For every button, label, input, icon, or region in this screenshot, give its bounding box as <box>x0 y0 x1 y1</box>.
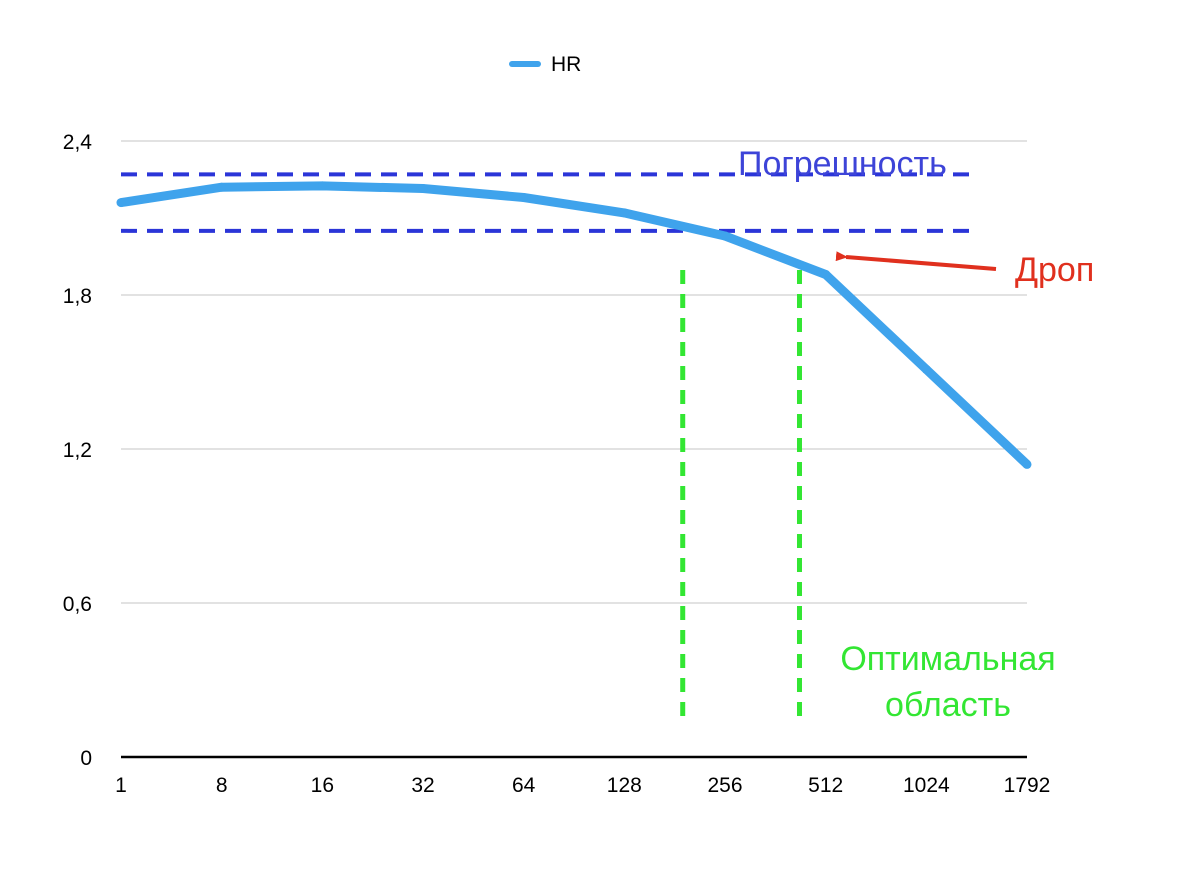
data-point-hr <box>619 208 629 218</box>
x-tick-label: 256 <box>707 774 742 797</box>
x-tick-label: 8 <box>216 774 228 797</box>
data-point-hr <box>821 269 831 279</box>
data-point-hr <box>1022 459 1032 469</box>
y-tick-label: 2,4 <box>63 131 93 154</box>
data-point-hr <box>921 364 931 374</box>
y-tick-label: 0 <box>80 747 92 770</box>
y-axis-ticks: 0 0,6 1,2 1,8 2,4 <box>63 131 93 770</box>
data-point-hr <box>317 181 327 191</box>
x-tick-label: 1792 <box>1004 774 1051 797</box>
series-line-hr <box>120 181 1031 468</box>
optimal-region-label-line1: Оптимальная <box>840 640 1055 678</box>
y-tick-label: 1,8 <box>63 285 92 308</box>
x-tick-label: 16 <box>311 774 334 797</box>
data-point-hr <box>720 231 730 241</box>
x-tick-label: 512 <box>808 774 843 797</box>
optimal-region-label-line2: область <box>885 686 1011 724</box>
drop-annotation: Дроп <box>835 251 1094 289</box>
data-point-hr <box>418 183 428 193</box>
x-axis-ticks: 1 8 16 32 64 128 256 512 1024 1792 <box>115 774 1050 797</box>
series-points-hr <box>116 181 1032 469</box>
data-point-hr <box>116 198 126 208</box>
drop-arrow <box>835 251 997 271</box>
legend-label-hr: HR <box>551 53 581 76</box>
drop-label: Дроп <box>1015 251 1094 289</box>
legend: HR <box>509 53 581 76</box>
x-tick-label: 64 <box>512 774 536 797</box>
data-point-hr <box>519 192 529 202</box>
optimal-region: Оптимальная область <box>680 270 1056 724</box>
gridlines <box>121 140 1027 604</box>
x-tick-label: 1024 <box>903 774 950 797</box>
x-tick-label: 32 <box>411 774 434 797</box>
data-point-hr <box>217 182 227 192</box>
x-tick-label: 1 <box>115 774 127 797</box>
y-tick-label: 0,6 <box>63 593 92 616</box>
y-tick-label: 1,2 <box>63 439 92 462</box>
error-band-label: Погрешность <box>738 145 947 183</box>
x-tick-label: 128 <box>607 774 642 797</box>
error-band: Погрешность <box>121 145 972 233</box>
